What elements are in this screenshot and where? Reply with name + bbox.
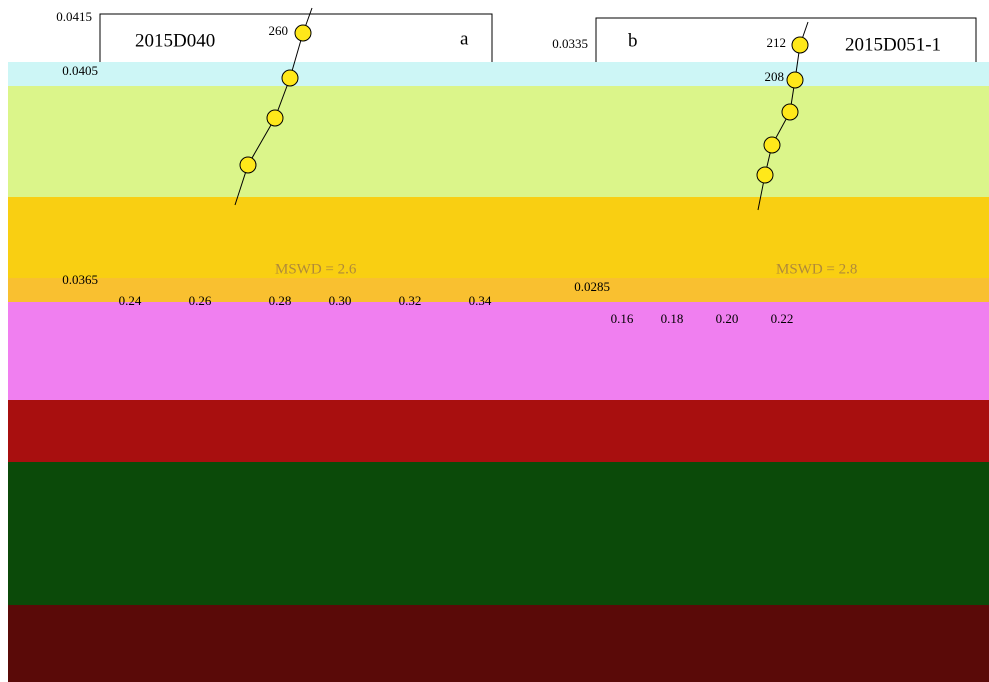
concordia-dot (791, 36, 809, 54)
concordia-dot (781, 103, 799, 121)
x-tick-label: 0.34 (469, 293, 492, 308)
concordia-dot (239, 156, 257, 174)
glitch-band (8, 462, 989, 605)
glitch-band (8, 400, 989, 462)
x-tick-label: 0.26 (189, 293, 212, 308)
y-tick-label: 0.0335 (552, 36, 588, 51)
concordia-dot (266, 109, 284, 127)
glitch-band (8, 278, 989, 302)
x-tick-label: 0.16 (611, 311, 634, 326)
x-tick-label: 0.28 (269, 293, 292, 308)
glitch-band (8, 197, 989, 279)
panel-letter: a (460, 28, 469, 49)
age-label: 208 (765, 69, 785, 84)
mswd: MSWD = 2.8 (776, 261, 857, 277)
x-tick-label: 0.32 (399, 293, 422, 308)
sample-name: 2015D040 (135, 30, 215, 51)
y-tick-label: 0.0405 (62, 63, 98, 78)
y-tick-label: 0.0285 (574, 279, 610, 294)
glitch-band (8, 62, 989, 86)
y-tick-label: 0.0415 (56, 9, 92, 24)
x-tick-label: 0.18 (661, 311, 684, 326)
mswd: MSWD = 2.6 (275, 261, 357, 277)
sample-name: 2015D051-1 (845, 34, 941, 55)
glitch-band (8, 605, 989, 682)
y-tick-label: 0.0365 (62, 272, 98, 287)
glitch-band (8, 302, 989, 402)
concordia-dot (756, 166, 774, 184)
x-tick-label: 0.20 (716, 311, 739, 326)
glitch-band (8, 86, 989, 198)
concordia-dot (786, 71, 804, 89)
concordia-dot (763, 136, 781, 154)
concordia-dot (294, 24, 312, 42)
age-label: 212 (767, 35, 787, 50)
x-tick-label: 0.30 (329, 293, 352, 308)
x-tick-label: 0.24 (119, 293, 142, 308)
x-tick-label: 0.22 (771, 311, 794, 326)
panel-letter: b (628, 30, 638, 51)
concordia-dot (281, 69, 299, 87)
age-label: 260 (269, 23, 289, 38)
